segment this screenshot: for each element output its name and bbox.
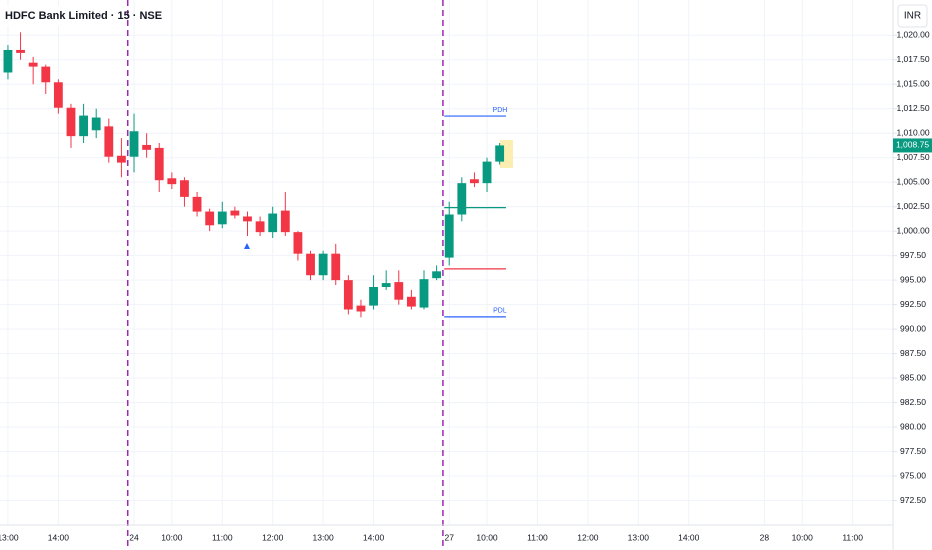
candle-body xyxy=(369,286,378,306)
currency-button[interactable] xyxy=(897,4,928,28)
y-tick-label: 1,017.50 xyxy=(896,54,929,64)
y-tick-label: 980.00 xyxy=(900,421,926,431)
candle-body xyxy=(444,214,454,258)
x-tick-label: 24 xyxy=(129,532,139,542)
candle-body xyxy=(318,253,328,276)
candle-body xyxy=(331,253,341,281)
grid xyxy=(0,0,893,550)
x-tick-label: 10:00 xyxy=(792,532,814,542)
candle-body xyxy=(53,82,63,108)
y-tick-label: 1,010.00 xyxy=(896,127,929,137)
x-tick-label: 10:00 xyxy=(476,532,498,542)
x-tick-label: 12:00 xyxy=(577,532,599,542)
currency-label[interactable]: INR xyxy=(904,11,921,22)
candle-body xyxy=(41,66,51,83)
title-bg xyxy=(0,6,122,26)
candle-body xyxy=(482,161,492,184)
x-tick-label: 11:00 xyxy=(527,532,548,542)
signal-marker xyxy=(244,243,250,249)
candle-body xyxy=(167,178,177,185)
candle-body xyxy=(343,280,353,310)
candle-body xyxy=(394,282,404,300)
candle-body xyxy=(230,210,240,216)
y-tick-label: 972.50 xyxy=(900,495,926,505)
candle-body xyxy=(457,183,467,215)
candle-body xyxy=(142,144,152,150)
candle-body xyxy=(280,210,290,233)
x-tick-label: 28 xyxy=(760,532,770,542)
candle-body xyxy=(66,107,76,137)
candle-body xyxy=(381,283,391,287)
x-tick-label: 10:00 xyxy=(161,532,183,542)
y-tick-label: 995.00 xyxy=(900,274,926,284)
candle-body xyxy=(495,145,505,162)
y-tick-label: 997.50 xyxy=(900,250,926,260)
y-tick-label: 987.50 xyxy=(900,348,926,358)
candle-body xyxy=(91,117,101,131)
x-tick-label: 13:00 xyxy=(0,532,19,542)
candle-body xyxy=(154,147,164,181)
x-tick-label: 13:00 xyxy=(312,532,334,542)
candle-body xyxy=(419,279,429,308)
chart-title: HDFC Bank Limited · 15 · NSE xyxy=(5,10,162,22)
candle-body xyxy=(3,49,13,73)
level-label: PDH xyxy=(493,107,508,114)
x-tick-label: 13:00 xyxy=(628,532,650,542)
candle-body xyxy=(255,221,265,233)
candle-body xyxy=(28,62,38,67)
x-tick-label: 14:00 xyxy=(48,532,70,542)
y-tick-label: 1,007.50 xyxy=(896,152,929,162)
y-tick-label: 975.00 xyxy=(900,470,926,480)
candle-body xyxy=(104,126,114,157)
candle-body xyxy=(180,180,189,197)
candle-body xyxy=(116,155,126,163)
x-tick-label: 12:00 xyxy=(262,532,284,542)
y-tick-label: 982.50 xyxy=(900,397,926,407)
candle-body xyxy=(79,115,89,137)
y-tick-label: 1,012.50 xyxy=(896,103,929,113)
y-tick-label: 1,020.00 xyxy=(896,30,929,40)
candle-body xyxy=(192,196,202,212)
candle-body xyxy=(406,296,416,307)
x-tick-label: 11:00 xyxy=(212,532,233,542)
candle-body xyxy=(470,179,479,184)
level-label: PDL xyxy=(493,308,507,315)
candle-body xyxy=(129,131,139,157)
y-tick-label: 1,000.00 xyxy=(896,225,929,235)
y-tick-label: 1,002.50 xyxy=(896,201,929,211)
candle-body xyxy=(356,305,366,312)
y-tick-label: 1,015.00 xyxy=(896,78,929,88)
y-tick-label: 977.50 xyxy=(900,446,926,456)
candle-body xyxy=(268,213,278,233)
y-tick-label: 985.00 xyxy=(900,372,926,382)
plot: PDH PDL xyxy=(3,32,508,318)
candle-body xyxy=(293,232,303,254)
candle-body xyxy=(306,253,315,276)
candle-body xyxy=(243,216,252,222)
candle-body xyxy=(217,211,227,225)
last-price-tag xyxy=(893,138,932,153)
y-tick-label: 990.00 xyxy=(900,323,926,333)
candle-body xyxy=(16,49,25,53)
x-tick-label: 14:00 xyxy=(363,532,385,542)
x-tick-label: 11:00 xyxy=(842,532,863,542)
candle-body xyxy=(205,211,215,226)
x-tick-label: 27 xyxy=(444,532,454,542)
y-tick-label: 1,005.00 xyxy=(896,176,929,186)
last-price-label: 1,008.75 xyxy=(896,140,929,150)
y-tick-label: 992.50 xyxy=(900,299,926,309)
x-tick-label: 14:00 xyxy=(678,532,700,542)
candle-body xyxy=(432,271,442,279)
